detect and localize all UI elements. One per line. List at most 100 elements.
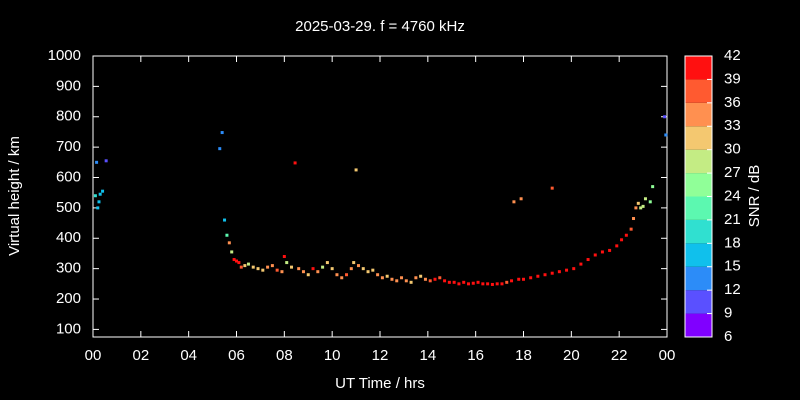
data-point bbox=[285, 261, 289, 265]
y-tick-label: 300 bbox=[56, 260, 81, 277]
data-point bbox=[423, 277, 427, 281]
x-tick-label: 00 bbox=[659, 347, 676, 364]
data-point bbox=[390, 277, 394, 281]
colorbar-tick-label: 39 bbox=[724, 70, 741, 87]
data-point bbox=[371, 268, 375, 272]
data-point bbox=[639, 206, 643, 210]
y-tick-label: 900 bbox=[56, 77, 81, 94]
data-point bbox=[550, 271, 554, 275]
data-point bbox=[361, 267, 365, 271]
colorbar-band bbox=[685, 243, 712, 267]
data-point bbox=[428, 279, 432, 283]
colorbar-tick-label: 21 bbox=[724, 211, 741, 228]
data-point bbox=[251, 265, 255, 269]
colorbar-tick-label: 12 bbox=[724, 281, 741, 298]
data-point bbox=[466, 282, 470, 286]
data-point bbox=[543, 273, 547, 277]
data-point bbox=[380, 276, 384, 280]
x-tick-label: 10 bbox=[324, 347, 341, 364]
x-axis-label: UT Time / hrs bbox=[335, 375, 425, 392]
data-point bbox=[462, 280, 466, 284]
data-point bbox=[565, 268, 569, 272]
data-point bbox=[325, 261, 329, 265]
data-point bbox=[395, 279, 399, 283]
colorbar-tick-label: 6 bbox=[724, 328, 732, 345]
data-point bbox=[651, 185, 655, 189]
data-point bbox=[349, 267, 353, 271]
data-point bbox=[235, 259, 238, 263]
x-tick-label: 22 bbox=[611, 347, 628, 364]
data-point bbox=[500, 282, 504, 286]
y-tick-label: 500 bbox=[56, 199, 81, 216]
data-point bbox=[600, 250, 604, 254]
y-axis-label: Virtual height / km bbox=[6, 136, 23, 256]
data-point bbox=[306, 273, 310, 277]
data-point bbox=[443, 279, 447, 283]
y-tick-label: 200 bbox=[56, 290, 81, 307]
y-tick-label: 700 bbox=[56, 138, 81, 155]
data-point bbox=[579, 262, 583, 266]
x-tick-label: 06 bbox=[228, 347, 245, 364]
y-tick-label: 1000 bbox=[48, 47, 81, 64]
colorbar-band bbox=[685, 196, 712, 220]
data-point bbox=[593, 253, 597, 257]
data-point bbox=[218, 147, 222, 151]
data-point bbox=[366, 270, 370, 274]
data-point bbox=[550, 186, 554, 190]
data-point bbox=[311, 267, 315, 271]
data-point bbox=[297, 267, 301, 271]
x-tick-label: 12 bbox=[372, 347, 389, 364]
data-point bbox=[519, 197, 523, 201]
data-point bbox=[290, 265, 294, 269]
x-tick-label: 02 bbox=[132, 347, 149, 364]
data-point bbox=[629, 227, 633, 231]
x-tick-label: 00 bbox=[85, 347, 102, 364]
data-point bbox=[510, 279, 514, 283]
colorbar-tick-label: 36 bbox=[724, 94, 741, 111]
data-point bbox=[486, 282, 490, 286]
data-point bbox=[385, 274, 389, 278]
data-point bbox=[223, 218, 227, 222]
data-point bbox=[557, 270, 561, 274]
data-point bbox=[471, 281, 475, 285]
data-point bbox=[220, 131, 224, 135]
data-point bbox=[620, 238, 624, 242]
y-tick-label: 600 bbox=[56, 168, 81, 185]
data-point bbox=[490, 282, 494, 286]
x-tick-label: 14 bbox=[419, 347, 436, 364]
data-point bbox=[447, 280, 451, 284]
data-point bbox=[615, 244, 619, 248]
data-point bbox=[95, 160, 99, 164]
colorbar-tick-label: 42 bbox=[724, 47, 741, 64]
data-point bbox=[376, 273, 380, 277]
data-point bbox=[414, 276, 418, 280]
data-point bbox=[345, 273, 349, 277]
data-point bbox=[275, 268, 279, 272]
data-point bbox=[354, 168, 358, 172]
data-point bbox=[266, 265, 270, 269]
data-point bbox=[101, 189, 105, 193]
data-point bbox=[404, 279, 408, 283]
data-point bbox=[634, 206, 638, 210]
data-point bbox=[636, 201, 640, 205]
data-point bbox=[529, 276, 533, 280]
data-point bbox=[632, 217, 636, 221]
data-point bbox=[352, 261, 356, 265]
colorbar-band bbox=[685, 79, 712, 103]
data-point bbox=[232, 258, 236, 262]
data-point bbox=[243, 264, 247, 268]
x-tick-label: 04 bbox=[180, 347, 197, 364]
data-point bbox=[321, 265, 325, 269]
data-point bbox=[517, 277, 521, 281]
data-point bbox=[419, 274, 423, 278]
data-point bbox=[282, 254, 286, 258]
data-point bbox=[335, 273, 339, 277]
colorbar-tick-label: 15 bbox=[724, 258, 741, 275]
colorbar-band bbox=[685, 290, 712, 314]
data-point bbox=[97, 200, 101, 204]
chart-title: 2025-03-29. f = 4760 kHz bbox=[295, 18, 465, 35]
colorbar-band bbox=[685, 126, 712, 150]
